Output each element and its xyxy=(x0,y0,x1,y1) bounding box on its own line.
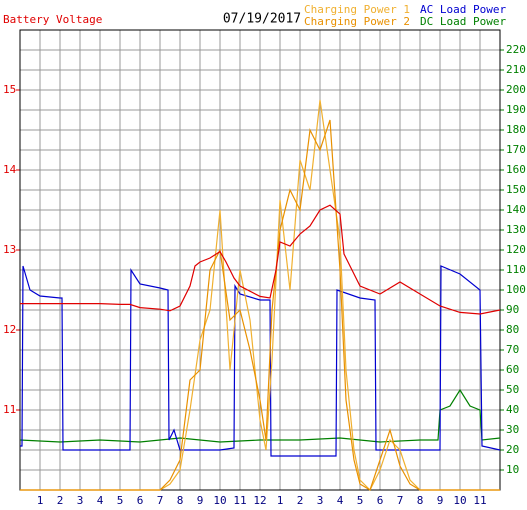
x-tick-label: 8 xyxy=(177,494,184,507)
y2-tick-label: 90 xyxy=(506,303,519,316)
x-tick-label: 11 xyxy=(233,494,246,507)
y2-tick-label: 150 xyxy=(506,183,526,196)
y-tick-label: 13 xyxy=(3,243,16,256)
x-tick-label: 4 xyxy=(337,494,344,507)
series-line xyxy=(20,204,501,315)
y2-tick-label: 120 xyxy=(506,243,526,256)
plot-frame xyxy=(19,29,501,491)
legend-entry: DC Load Power xyxy=(420,15,506,28)
y-tick-label: 12 xyxy=(3,323,16,336)
y2-tick-label: 140 xyxy=(506,203,526,216)
y2-tick-label: 40 xyxy=(506,403,519,416)
y2-tick-label: 80 xyxy=(506,323,519,336)
y2-tick-label: 130 xyxy=(506,223,526,236)
x-tick-label: 10 xyxy=(213,494,226,507)
chart-title: 07/19/2017 xyxy=(223,12,301,27)
x-tick-label: 3 xyxy=(317,494,324,507)
y2-tick-label: 190 xyxy=(506,103,526,116)
series-line xyxy=(20,119,500,491)
y2-tick-label: 220 xyxy=(506,43,526,56)
y2-tick-label: 170 xyxy=(506,143,526,156)
x-tick-label: 2 xyxy=(57,494,64,507)
x-tick-label: 7 xyxy=(157,494,164,507)
series-line xyxy=(20,265,501,457)
y-tick-label: 14 xyxy=(3,163,17,176)
x-tick-label: 6 xyxy=(137,494,144,507)
series-line xyxy=(19,388,501,443)
y2-tick-label: 100 xyxy=(506,283,526,296)
y2-tick-label: 210 xyxy=(506,63,526,76)
y2-tick-label: 180 xyxy=(506,123,526,136)
y2-tick-label: 200 xyxy=(506,83,526,96)
series-line xyxy=(20,99,500,492)
x-tick-label: 10 xyxy=(453,494,466,507)
x-tick-label: 12 xyxy=(253,494,266,507)
legend-entry: Charging Power 1 xyxy=(304,3,410,16)
x-tick-label: 2 xyxy=(297,494,304,507)
y2-tick-label: 70 xyxy=(506,343,519,356)
x-tick-label: 4 xyxy=(97,494,104,507)
x-tick-label: 9 xyxy=(197,494,204,507)
y-tick-label: 15 xyxy=(3,83,16,96)
x-tick-label: 11 xyxy=(473,494,486,507)
legend-entry: Battery Voltage xyxy=(3,13,102,26)
x-tick-label: 5 xyxy=(117,494,124,507)
y2-tick-label: 10 xyxy=(506,463,519,476)
x-tick-label: 1 xyxy=(37,494,44,507)
y2-tick-label: 50 xyxy=(506,383,519,396)
x-tick-label: 8 xyxy=(417,494,424,507)
legend-entry: Charging Power 2 xyxy=(304,15,410,28)
y2-tick-label: 20 xyxy=(506,443,519,456)
y2-tick-label: 160 xyxy=(506,163,526,176)
y2-tick-label: 60 xyxy=(506,363,519,376)
x-tick-label: 7 xyxy=(397,494,404,507)
y2-tick-label: 110 xyxy=(506,263,526,276)
x-tick-label: 6 xyxy=(377,494,384,507)
x-tick-label: 1 xyxy=(277,494,284,507)
x-tick-label: 9 xyxy=(437,494,444,507)
y2-tick-label: 30 xyxy=(506,423,519,436)
y-tick-label: 11 xyxy=(3,403,16,416)
x-tick-label: 3 xyxy=(77,494,84,507)
legend-entry: AC Load Power xyxy=(420,3,506,16)
x-tick-label: 5 xyxy=(357,494,364,507)
